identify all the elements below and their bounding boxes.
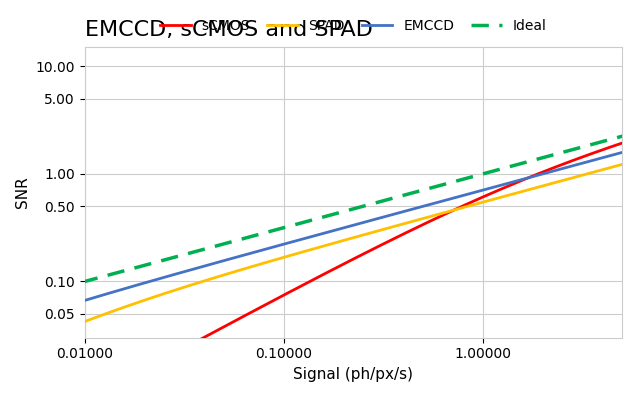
- Text: EMCCD, sCMOS and SPAD: EMCCD, sCMOS and SPAD: [85, 20, 373, 40]
- sCMOS: [307, 278, 315, 283]
- SPAD: [634, 158, 637, 162]
- Ideal: [516, 162, 524, 166]
- SPAD: [451, 207, 459, 212]
- Line: SPAD: SPAD: [54, 160, 637, 333]
- Y-axis label: SNR: SNR: [15, 177, 30, 208]
- Ideal: [50, 287, 58, 292]
- sCMOS: [110, 384, 117, 388]
- sCMOS: [505, 183, 513, 188]
- sCMOS: [634, 135, 637, 140]
- EMCCD: [50, 307, 58, 312]
- SPAD: [110, 308, 117, 313]
- EMCCD: [516, 178, 524, 183]
- EMCCD: [286, 240, 294, 245]
- sCMOS: [516, 179, 524, 184]
- Line: Ideal: Ideal: [54, 132, 637, 290]
- EMCCD: [110, 289, 117, 294]
- EMCCD: [451, 195, 459, 200]
- X-axis label: Signal (ph/px/s): Signal (ph/px/s): [294, 367, 413, 382]
- Ideal: [307, 218, 315, 223]
- SPAD: [50, 331, 58, 336]
- SPAD: [505, 193, 513, 197]
- SPAD: [307, 247, 315, 252]
- sCMOS: [286, 289, 294, 294]
- sCMOS: [451, 207, 459, 212]
- Ideal: [634, 130, 637, 135]
- EMCCD: [307, 234, 315, 239]
- SPAD: [286, 253, 294, 258]
- Line: EMCCD: EMCCD: [54, 148, 637, 310]
- Ideal: [286, 224, 294, 228]
- Legend: sCMOS, SPAD, EMCCD, Ideal: sCMOS, SPAD, EMCCD, Ideal: [156, 15, 551, 37]
- EMCCD: [505, 181, 513, 185]
- Ideal: [451, 179, 459, 184]
- EMCCD: [634, 146, 637, 150]
- SPAD: [516, 190, 524, 195]
- Line: sCMOS: sCMOS: [54, 138, 637, 397]
- Ideal: [505, 164, 513, 169]
- Ideal: [110, 271, 117, 276]
